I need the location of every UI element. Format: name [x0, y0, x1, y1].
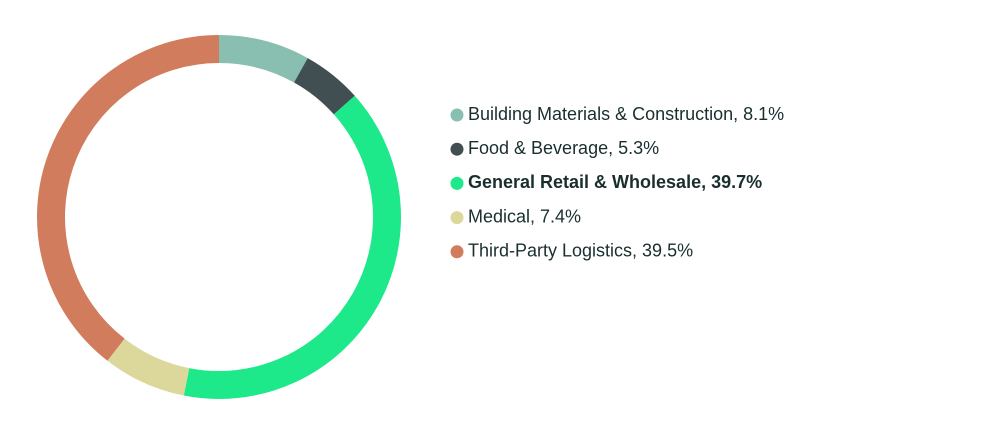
donut-segment: [107, 338, 190, 396]
donut-segment: [293, 58, 355, 115]
donut-segment: [218, 35, 308, 83]
legend-swatch: [450, 211, 464, 225]
donut-segment: [183, 95, 401, 399]
legend-label: Food & Beverage, 5.3%: [468, 138, 659, 158]
legend-label: Third-Party Logistics, 39.5%: [468, 241, 693, 261]
legend-label: Building Materials & Construction, 8.1%: [468, 104, 784, 124]
donut-segment: [37, 35, 220, 361]
legend-swatch: [450, 108, 464, 122]
legend-label: General Retail & Wholesale, 39.7%: [468, 172, 762, 192]
legend-swatch: [450, 176, 464, 190]
legend-label: Medical, 7.4%: [468, 206, 581, 226]
legend-swatch: [450, 245, 464, 259]
legend-swatch: [450, 142, 464, 156]
